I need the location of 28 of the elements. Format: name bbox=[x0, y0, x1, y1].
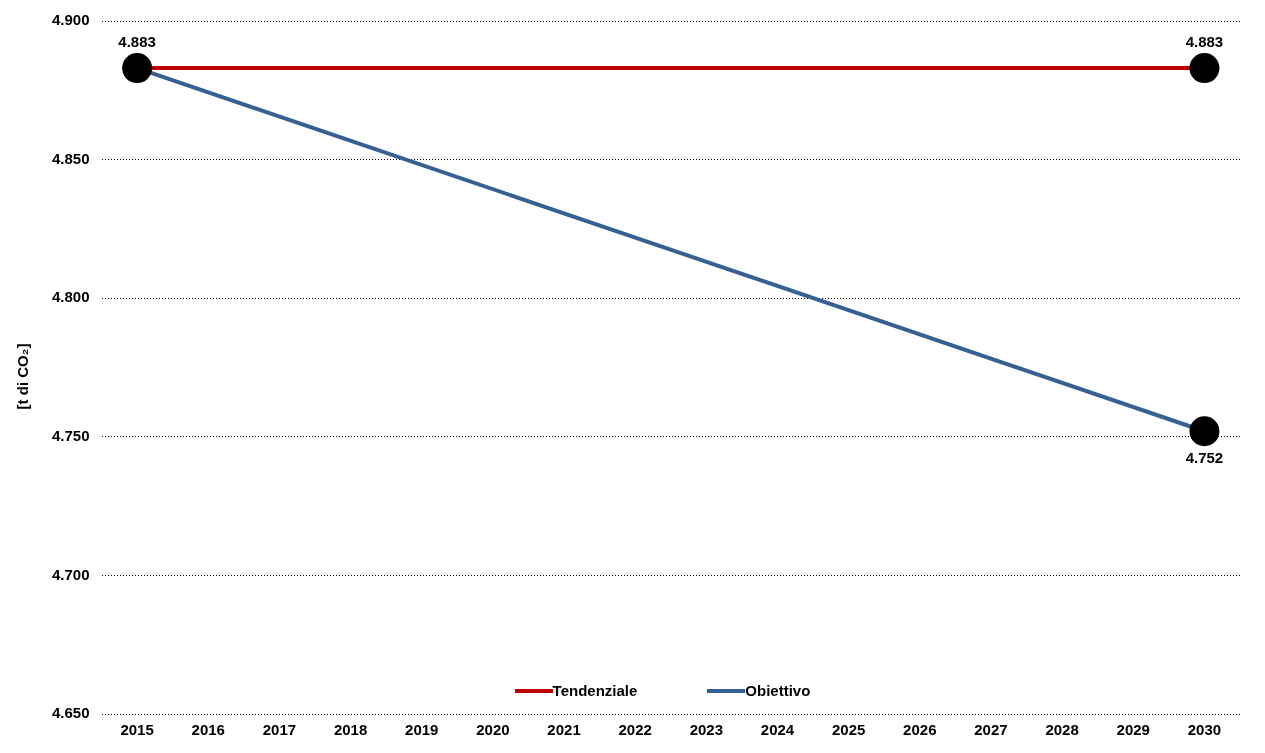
x-tick-label: 2018 bbox=[333, 721, 368, 739]
y-tick-label: 4.650 bbox=[51, 704, 90, 722]
x-tick-label: 2017 bbox=[262, 721, 297, 739]
x-tick-label: 2029 bbox=[1116, 721, 1150, 739]
x-tick-label: 2016 bbox=[191, 721, 225, 739]
y-tick-label: 4.700 bbox=[51, 565, 90, 583]
x-tick-label: 2025 bbox=[831, 721, 866, 739]
x-tick-label: 2026 bbox=[903, 721, 937, 739]
y-tick-label: 4.900 bbox=[51, 11, 90, 29]
x-tick-label: 2028 bbox=[1045, 721, 1079, 739]
data-label: 4.883 bbox=[118, 32, 156, 50]
x-tick-label: 2023 bbox=[689, 721, 724, 739]
x-tick-label: 2020 bbox=[476, 721, 510, 739]
data-label: 4.883 bbox=[1185, 32, 1224, 50]
data-label: 4.752 bbox=[1185, 448, 1224, 466]
x-tick-label: 2019 bbox=[405, 721, 439, 739]
x-tick-label: 2022 bbox=[618, 721, 652, 739]
x-tick-label: 2021 bbox=[547, 721, 581, 739]
x-tick-label: 2015 bbox=[120, 721, 154, 739]
y-tick-label: 4.750 bbox=[51, 426, 90, 444]
x-tick-label: 2030 bbox=[1187, 721, 1222, 739]
y-tick-label: 4.850 bbox=[51, 149, 90, 167]
legend-label: Tendenziale bbox=[552, 682, 638, 699]
y-axis-title: [t di CO₂] bbox=[14, 343, 32, 410]
legend-label: Obiettivo bbox=[745, 682, 811, 699]
x-tick-label: 2027 bbox=[974, 721, 1008, 739]
y-tick-label: 4.800 bbox=[51, 288, 90, 306]
x-tick-label: 2024 bbox=[760, 721, 795, 739]
